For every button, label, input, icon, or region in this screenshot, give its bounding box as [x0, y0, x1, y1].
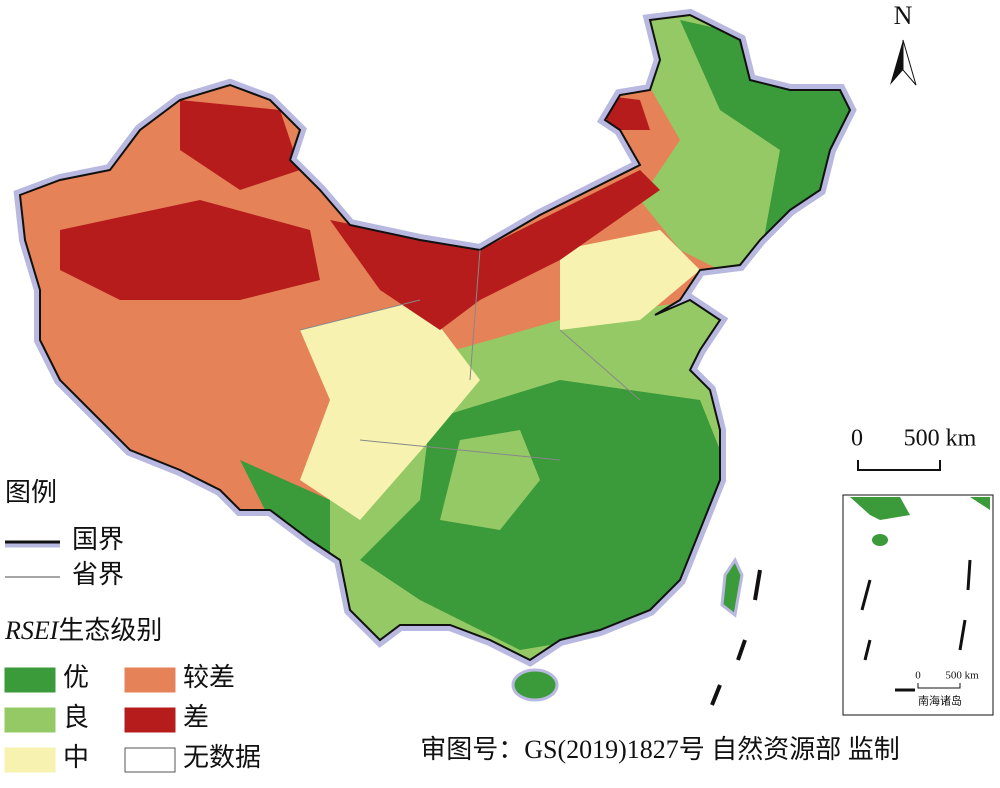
scale-length: 500 km [904, 426, 977, 452]
scale-zero: 0 [851, 426, 863, 452]
legend-swatch [124, 747, 176, 773]
legend-swatch [4, 667, 56, 693]
inset-scale-zero: 0 [915, 670, 921, 682]
taiwan [720, 556, 744, 618]
province-border [299, 249, 641, 461]
legend-swatch [4, 707, 56, 733]
scale-bar: 0 500 km [851, 426, 977, 471]
legend-class-label: 差 [183, 703, 209, 732]
approval-number: 审图号：GS(2019)1827号 自然资源部 监制 [420, 735, 900, 764]
legend-class-label: 中 [63, 743, 89, 772]
rsei-title: RSEI生态级别 [4, 616, 162, 645]
rsei-text: 生态级别 [58, 616, 162, 645]
inset-label: 南海诸岛 [918, 694, 962, 708]
legend-class-label: 优 [63, 663, 89, 692]
legend-line-label: 省界 [72, 560, 124, 589]
china-map [0, 0, 900, 706]
legend-class-label: 无数据 [183, 743, 261, 772]
legend-swatch [124, 667, 176, 693]
legend-line-label: 国界 [72, 525, 124, 554]
inset: 0 500 km 南海诸岛 [842, 494, 994, 716]
north-arrow: N [890, 1, 917, 86]
north-label: N [894, 1, 913, 30]
legend-title: 图例 [5, 478, 57, 507]
legend-swatch [124, 707, 176, 733]
hainan [511, 668, 559, 702]
inset-scale-length: 500 km [945, 670, 979, 682]
nine-dash-line [710, 569, 762, 706]
legend-class-label: 较差 [183, 663, 235, 692]
legend-swatch [4, 747, 56, 773]
rsei-italic: RSEI [4, 616, 60, 645]
legend-class-label: 良 [63, 703, 89, 732]
